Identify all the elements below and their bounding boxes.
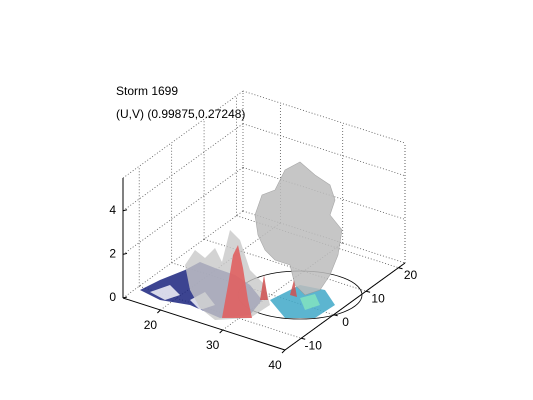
- z-tick: [122, 252, 128, 255]
- x-tick-label: 20: [144, 318, 158, 332]
- chart-title: Storm 1699: [116, 84, 178, 98]
- grid-line: [139, 285, 302, 339]
- x-tick: [281, 349, 286, 354]
- grid-line: [242, 210, 406, 264]
- axes: 20 30 40 -10 0 10 20 0 2 4: [109, 178, 418, 372]
- red-spike: [222, 245, 252, 318]
- y-tick: [333, 314, 338, 317]
- gray-surface-main: [254, 161, 343, 296]
- grid-line: [242, 166, 406, 220]
- grid: [122, 90, 406, 351]
- gray-surface-left: [185, 230, 270, 320]
- y-tick: [365, 290, 371, 293]
- z-tick-label: 0: [109, 290, 116, 304]
- z-tick-label: 4: [109, 203, 116, 217]
- grid-line: [236, 215, 399, 269]
- z-tick: [122, 209, 128, 212]
- z-tick-label: 2: [109, 247, 116, 261]
- y-tick-label: 20: [404, 268, 418, 282]
- y-axis: [284, 262, 406, 351]
- grid-line: [203, 238, 367, 292]
- x-tick-label: 40: [268, 358, 282, 372]
- y-tick: [301, 337, 306, 340]
- grid-line: [242, 123, 406, 177]
- x-tick: [157, 309, 161, 314]
- y-tick-label: 0: [342, 315, 349, 329]
- chart-subtitle: (U,V) (0.99875,0.27248): [116, 107, 245, 121]
- grid-line: [122, 167, 244, 255]
- box-edge: [122, 90, 244, 179]
- y-tick-label: 10: [371, 291, 385, 305]
- x-tick-label: 30: [206, 338, 220, 352]
- red-spike-small: [260, 275, 297, 300]
- mid-surface-core: [300, 294, 320, 310]
- x-tick: [219, 329, 224, 334]
- y-tick-label: -10: [305, 338, 323, 352]
- box-edge: [242, 90, 406, 144]
- x-axis: [122, 297, 286, 351]
- y-tick: [398, 267, 403, 270]
- grid-line: [122, 210, 244, 299]
- grid-line: [122, 123, 244, 212]
- isosurfaces: [140, 161, 363, 320]
